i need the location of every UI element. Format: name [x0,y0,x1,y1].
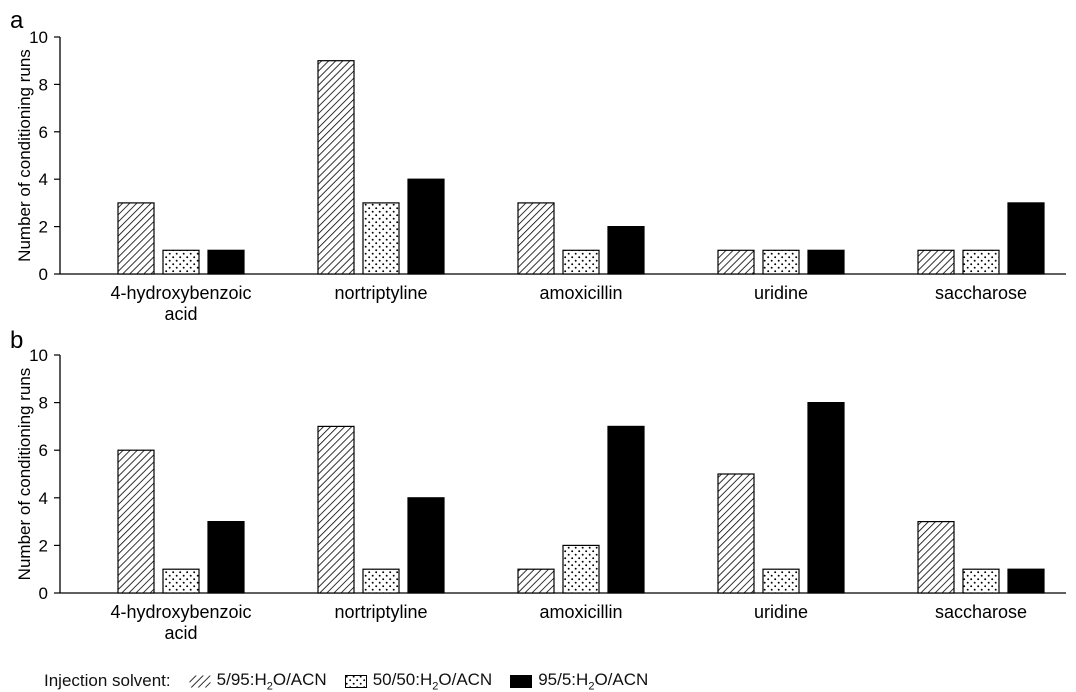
bar-hatch [917,249,955,275]
bar-dots [362,202,400,275]
x-category-label: amoxicillin [539,283,622,303]
bar-hatch [317,60,355,275]
bar-solid [207,249,245,275]
x-category-label: saccharose [935,602,1027,622]
bar-hatch [917,520,955,594]
bar-dots [962,568,1000,594]
y-axis-label: Number of conditioning runs [15,49,34,262]
y-tick-label: 8 [39,394,48,413]
bar-hatch [717,249,755,275]
legend-item-hatch: 5/95:H2O/ACN [189,670,327,692]
legend-label-dots: 50/50:H2O/ACN [372,670,493,692]
y-tick-label: 4 [39,489,48,508]
x-category-label: uridine [754,602,808,622]
solid-swatch-icon [510,674,533,688]
bar-solid [807,249,845,275]
bar-hatch [117,202,155,275]
bar-solid [407,497,445,594]
bar-solid [807,402,845,594]
bar-solid [1007,568,1045,594]
x-category-label: nortriptyline [334,602,427,622]
bar-solid [207,520,245,594]
bar-dots [162,568,200,594]
panel-label: b [10,327,23,354]
y-tick-label: 8 [39,75,48,94]
bar-hatch [717,473,755,594]
bar-dots [962,249,1000,275]
panel-b: b 0 2 4 6 8 10 Number of conditioning runs 4-hyd… [10,327,1066,643]
hatch-swatch-icon [189,675,211,688]
x-category-label: saccharose [935,283,1027,303]
y-tick-label: 10 [29,28,48,47]
y-tick-label: 2 [39,536,48,555]
legend-label-hatch: 5/95:H2O/ACN [216,670,327,692]
y-tick-label: 10 [29,346,48,365]
bar-dots [162,249,200,275]
y-tick-label: 2 [39,218,48,237]
bar-hatch [317,425,355,594]
bar-hatch [517,568,555,594]
x-category-label: acid [164,623,197,643]
y-tick-label: 6 [39,441,48,460]
legend-item-solid: 95/5:H2O/ACN [510,670,648,692]
bar-dots [762,249,800,275]
bar-hatch [517,202,555,275]
x-category-label: acid [164,304,197,324]
x-category-label: nortriptyline [334,283,427,303]
chart-figure: a 0 2 4 6 8 10 Number of conditioning runs 4-hyd… [10,7,1066,643]
x-category-label: uridine [754,283,808,303]
bar-dots [562,544,600,594]
legend-item-dots: 50/50:H2O/ACN [344,670,493,692]
y-tick-label: 0 [39,584,48,603]
y-tick-label: 4 [39,170,48,189]
bar-dots [562,249,600,275]
legend-title: Injection solvent: [44,671,171,691]
y-tick-label: 6 [39,123,48,142]
y-axis-label: Number of conditioning runs [15,368,34,581]
legend: Injection solvent: 5/95:H2O/ACN 50/50:H2… [44,670,648,692]
bar-dots [362,568,400,594]
legend-label-solid: 95/5:H2O/ACN [538,670,649,692]
x-category-label: amoxicillin [539,602,622,622]
y-tick-label: 0 [39,265,48,284]
bar-solid [607,425,645,594]
panel-label: a [10,7,24,34]
x-category-label: 4-hydroxybenzoic [110,602,251,622]
panel-a: a 0 2 4 6 8 10 Number of conditioning runs 4-hyd… [10,7,1066,324]
bar-hatch [117,449,155,594]
bar-solid [1007,202,1045,275]
x-category-label: 4-hydroxybenzoic [110,283,251,303]
bar-solid [607,226,645,275]
bar-solid [407,178,445,275]
bar-dots [762,568,800,594]
dots-swatch-icon [344,674,367,688]
